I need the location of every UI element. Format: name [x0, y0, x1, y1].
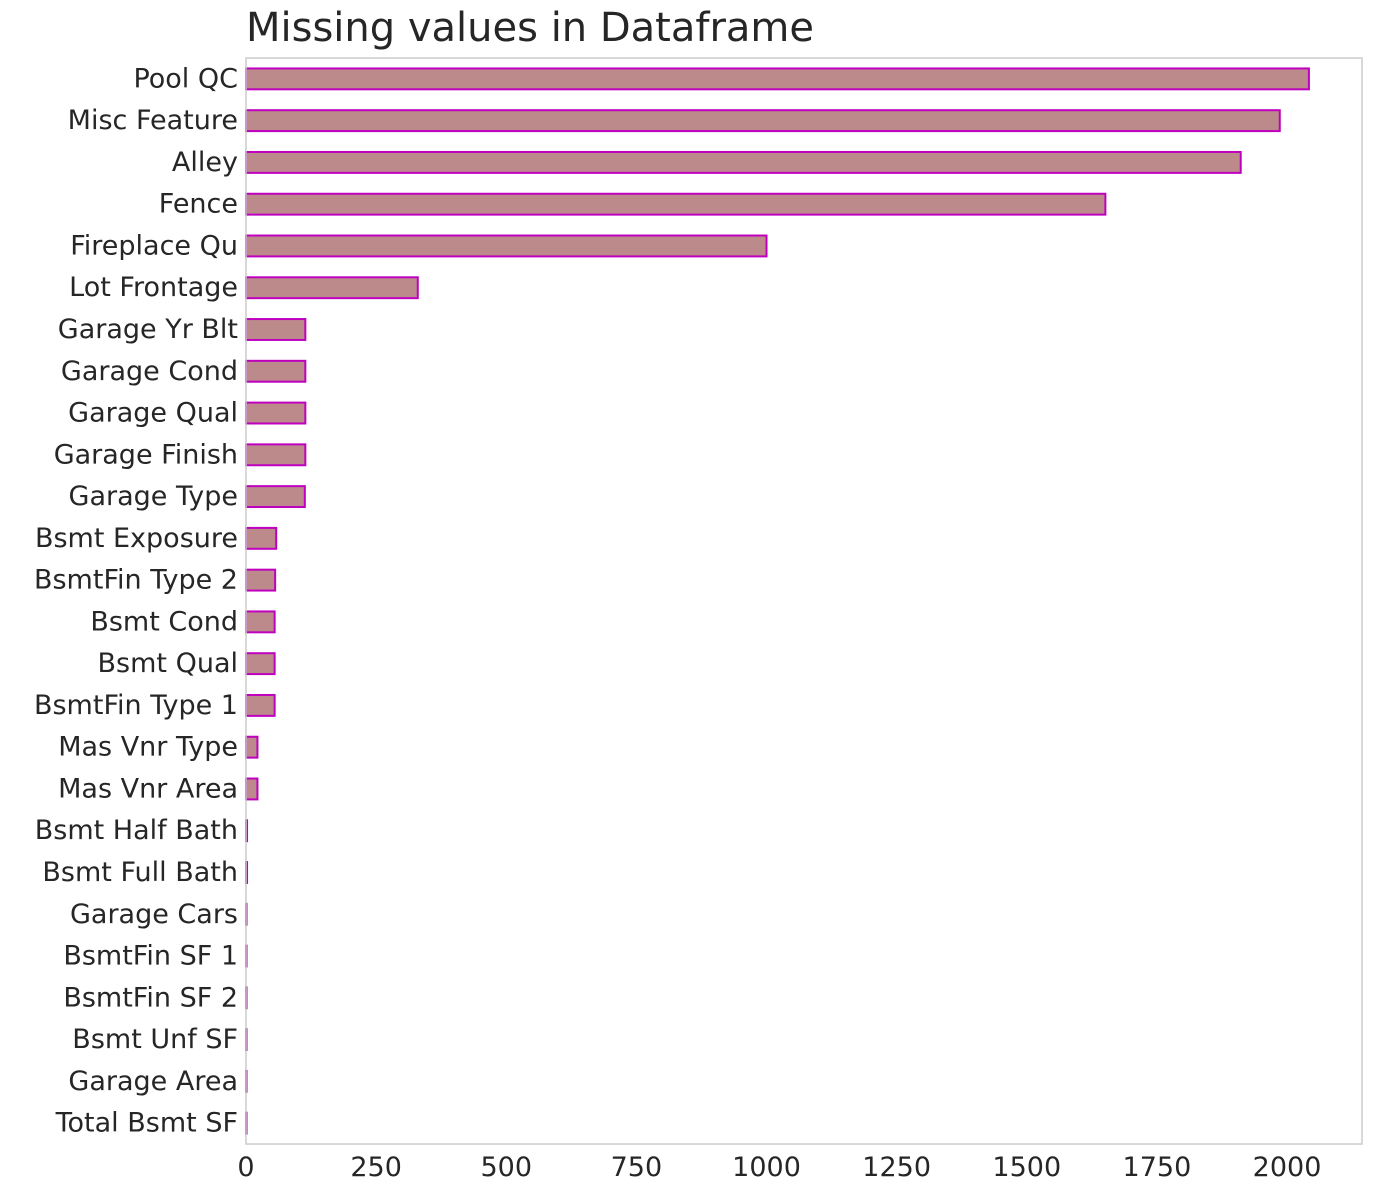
y-tick-label: Bsmt Half Bath [35, 815, 238, 846]
y-tick-label: Bsmt Cond [90, 606, 238, 637]
y-tick-label: Lot Frontage [69, 272, 238, 303]
y-tick-label: Total Bsmt SF [55, 1108, 238, 1139]
bar [245, 401, 307, 425]
y-tick-label: Bsmt Qual [98, 648, 238, 679]
bar [245, 526, 278, 550]
bar [245, 610, 276, 634]
y-tick-label: Bsmt Full Bath [42, 857, 238, 888]
y-tick-label: Garage Finish [54, 439, 238, 470]
y-tick-label: Garage Type [69, 481, 238, 512]
bar [245, 652, 276, 676]
y-tick-label: Alley [172, 147, 238, 178]
y-tick-label: Misc Feature [68, 105, 238, 136]
y-tick-labels: Pool QC Misc Feature Alley Fence Fireplace Q… [34, 63, 238, 1138]
bar [245, 192, 1107, 216]
x-tick-labels: 0 250 500 750 1000 1250 1500 1750 2000 [237, 1152, 1321, 1183]
x-tick-label: 1000 [732, 1152, 801, 1183]
y-tick-label: Garage Yr Blt [58, 314, 238, 345]
bar [245, 67, 1310, 91]
bar [245, 276, 419, 300]
chart-title: Missing values in Dataframe [246, 5, 814, 51]
bar [245, 693, 276, 717]
bar [245, 359, 307, 383]
x-tick-label: 500 [480, 1152, 532, 1183]
y-tick-label: Mas Vnr Area [58, 773, 238, 804]
y-tick-label: Pool QC [133, 63, 238, 94]
y-tick-label: BsmtFin Type 1 [34, 690, 238, 721]
y-tick-label: Garage Qual [68, 398, 238, 429]
bar [245, 150, 1242, 174]
bar [245, 735, 259, 759]
y-tick-label: Fence [159, 189, 238, 220]
bar [245, 568, 277, 592]
y-tick-label: Fireplace Qu [70, 230, 238, 261]
bar [245, 443, 307, 467]
bar [245, 234, 768, 258]
bar [245, 109, 1281, 133]
bar [245, 485, 306, 509]
x-tick-label: 1750 [1123, 1152, 1192, 1183]
plot-frame [245, 57, 1363, 1145]
y-tick-label: BsmtFin SF 1 [63, 941, 238, 972]
bar [245, 777, 259, 801]
y-tick-label: Mas Vnr Type [58, 732, 238, 763]
bars-group [245, 67, 1310, 1135]
x-tick-label: 250 [350, 1152, 402, 1183]
y-tick-label: Garage Cars [70, 899, 238, 930]
x-tick-label: 0 [237, 1152, 254, 1183]
y-tick-label: BsmtFin SF 2 [63, 982, 238, 1013]
y-tick-label: Garage Area [68, 1066, 238, 1097]
y-tick-label: Bsmt Exposure [35, 523, 238, 554]
bar [245, 318, 307, 341]
x-tick-label: 1250 [862, 1152, 931, 1183]
y-tick-label: Bsmt Unf SF [72, 1024, 238, 1055]
y-tick-label: BsmtFin Type 2 [34, 565, 238, 596]
x-tick-label: 750 [611, 1152, 663, 1183]
x-tick-label: 1500 [992, 1152, 1061, 1183]
x-tick-label: 2000 [1253, 1152, 1322, 1183]
y-tick-label: Garage Cond [61, 356, 238, 387]
